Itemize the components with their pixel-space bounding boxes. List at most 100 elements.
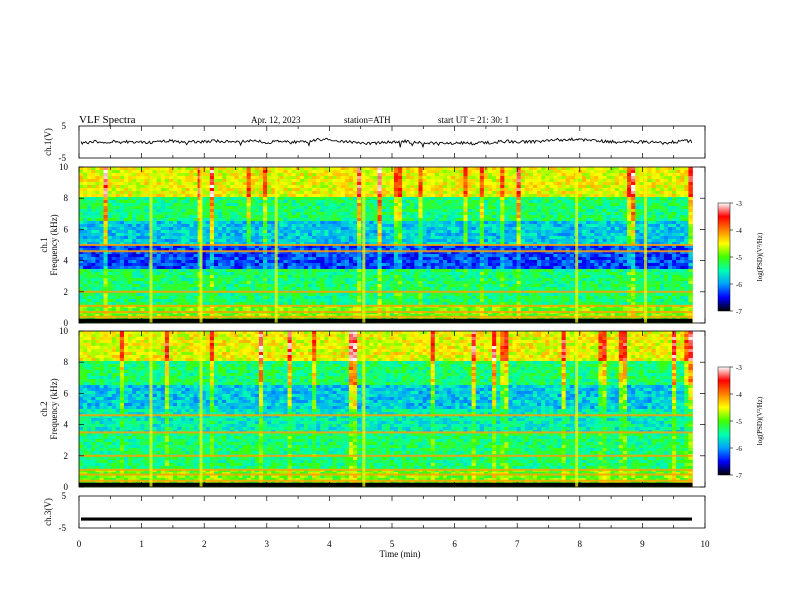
spectrogram-cell — [512, 188, 518, 192]
spectrogram-cell — [631, 206, 636, 210]
spectrogram-cell — [639, 191, 644, 195]
spectrogram-cell — [238, 188, 243, 192]
spectrogram-cell — [91, 257, 96, 261]
spectrogram-cell — [426, 176, 432, 180]
spectrogram-cell — [663, 245, 669, 249]
spectrogram-cell — [496, 227, 501, 231]
spectrogram-cell — [365, 194, 370, 198]
spectrogram-cell — [316, 218, 321, 222]
spectrogram-cell — [422, 215, 428, 219]
spectrogram-cell — [95, 200, 100, 204]
spectrogram-cell — [312, 230, 317, 234]
spectrogram-cell — [79, 167, 84, 171]
spectrogram-cell — [230, 254, 235, 258]
spectrogram-cell — [365, 248, 370, 252]
spectrogram-cell — [340, 257, 346, 261]
spectrogram-cell — [160, 212, 166, 216]
spectrogram-cell — [123, 263, 129, 267]
spectrogram-cell — [577, 257, 583, 261]
spectrogram-cell — [123, 221, 129, 225]
spectrogram-cell — [258, 188, 264, 192]
spectrogram-cell — [500, 197, 505, 201]
spectrogram-cell — [226, 206, 231, 210]
spectrogram-cell — [541, 239, 546, 243]
spectrogram-cell — [496, 179, 501, 183]
spectrogram-cell — [586, 176, 591, 180]
spectrogram-cell — [242, 203, 248, 207]
spectrogram-cell — [283, 179, 288, 183]
spectrogram-cell — [582, 209, 587, 213]
spectrogram-cell — [369, 242, 374, 246]
spectrogram-cell — [303, 173, 309, 177]
spectrogram-cell — [246, 206, 252, 210]
spectrogram-cell — [663, 179, 669, 183]
spectrogram-cell — [414, 182, 419, 186]
spectrogram-cell — [132, 212, 137, 216]
spectrogram-cell — [230, 176, 235, 180]
spectrogram-cell — [324, 200, 329, 204]
spectrogram-cell — [487, 218, 493, 222]
spectrogram-cell — [299, 227, 305, 231]
spectrogram-cell — [128, 221, 133, 225]
spectrogram-cell — [263, 254, 268, 258]
spectrogram-cell — [312, 224, 317, 228]
spectrogram-cell — [520, 206, 526, 210]
spectrogram-cell — [398, 203, 403, 207]
spectrogram-cell — [569, 206, 575, 210]
spectrogram-cell — [676, 191, 681, 195]
spectrogram-cell — [226, 230, 231, 234]
spectrogram-cell — [103, 236, 109, 240]
spectrogram-cell — [430, 251, 436, 255]
spectrogram-cell — [312, 170, 317, 174]
spectrogram-cell — [381, 209, 387, 213]
spectrogram-cell — [254, 230, 260, 234]
spectrogram-cell — [201, 245, 207, 249]
spectrogram-cell — [246, 239, 252, 243]
spectrogram-cell — [91, 215, 96, 219]
spectrogram-cell — [434, 173, 440, 177]
spectrogram-cell — [111, 218, 117, 222]
spectrogram-cell — [663, 227, 669, 231]
spectrogram-cell — [83, 179, 88, 183]
spectrogram-cell — [291, 215, 297, 219]
spectrogram-cell — [226, 188, 231, 192]
spectrogram-cell — [635, 212, 640, 216]
spectrogram-cell — [99, 173, 104, 177]
spectrogram-cell — [622, 173, 628, 177]
spectrogram-cell — [565, 182, 571, 186]
spectrogram-cell — [537, 185, 542, 189]
spectrogram-cell — [618, 188, 624, 192]
spectrogram-cell — [553, 197, 558, 201]
spectrogram-cell — [667, 248, 673, 252]
ch1-waveform-series — [80, 137, 693, 149]
spectrogram-cell — [303, 239, 309, 243]
spectrogram-cell — [451, 167, 456, 171]
spectrogram-cell — [246, 173, 252, 177]
spectrogram-cell — [177, 176, 182, 180]
spectrogram-cell — [238, 230, 243, 234]
spectrogram-cell — [410, 179, 415, 183]
spectrogram-cell — [332, 173, 338, 177]
spectrogram-cell — [381, 173, 387, 177]
spectrogram-cell — [103, 260, 109, 264]
spectrogram-cell — [308, 167, 313, 171]
spectrogram-cell — [312, 227, 317, 231]
spectrogram-cell — [238, 227, 243, 231]
spectrogram-cell — [95, 203, 100, 207]
spectrogram-cell — [672, 167, 677, 171]
spectrogram-cell — [393, 236, 399, 240]
spectrogram-cell — [205, 248, 211, 252]
spectrogram-cell — [144, 191, 149, 195]
spectrogram-cell — [226, 209, 231, 213]
spectrogram-cell — [557, 191, 562, 195]
spectrogram-cell — [328, 212, 333, 216]
spectrogram-cell — [242, 212, 248, 216]
spectrogram-cell — [680, 206, 685, 210]
spectrogram-cell — [189, 239, 194, 243]
spectrogram-cell — [430, 227, 436, 231]
spectrogram-cell — [451, 209, 456, 213]
spectrogram-cell — [320, 170, 325, 174]
spectrogram-cell — [340, 197, 346, 201]
spectrogram-cell — [541, 263, 546, 267]
spectrogram-cell — [610, 233, 616, 237]
